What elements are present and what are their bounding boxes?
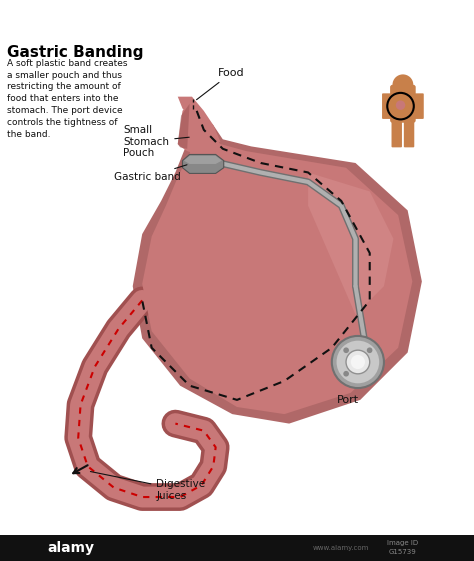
Polygon shape (178, 96, 220, 146)
Circle shape (337, 341, 379, 383)
Text: Digestive
Juices: Digestive Juices (91, 472, 206, 501)
Text: Image ID: Image ID (387, 540, 419, 546)
Polygon shape (182, 154, 224, 173)
Circle shape (351, 355, 365, 369)
Polygon shape (308, 172, 393, 315)
Text: alamy: alamy (47, 541, 94, 555)
Polygon shape (184, 156, 222, 164)
Circle shape (367, 347, 373, 353)
Circle shape (346, 350, 370, 374)
Circle shape (343, 347, 349, 353)
FancyBboxPatch shape (390, 85, 416, 123)
FancyBboxPatch shape (392, 118, 402, 148)
FancyBboxPatch shape (382, 93, 393, 119)
Circle shape (332, 336, 384, 388)
Text: G15739: G15739 (389, 549, 417, 555)
Text: A soft plastic band creates
a smaller pouch and thus
restricting the amount of
f: A soft plastic band creates a smaller po… (7, 59, 128, 139)
Text: Small
Stomach
Pouch: Small Stomach Pouch (123, 125, 189, 158)
Circle shape (343, 371, 349, 376)
Circle shape (392, 75, 413, 95)
Text: Food: Food (197, 68, 245, 100)
Bar (0, 535, 474, 561)
Polygon shape (178, 99, 213, 154)
FancyBboxPatch shape (412, 93, 424, 119)
Circle shape (396, 100, 405, 110)
Polygon shape (133, 116, 422, 424)
Text: www.alamy.com: www.alamy.com (313, 545, 369, 551)
Text: Gastric Banding: Gastric Banding (7, 44, 144, 59)
Text: Gastric band: Gastric band (114, 165, 187, 182)
Text: Port: Port (337, 395, 359, 405)
FancyBboxPatch shape (404, 118, 414, 148)
Polygon shape (178, 104, 190, 149)
Polygon shape (142, 125, 412, 414)
